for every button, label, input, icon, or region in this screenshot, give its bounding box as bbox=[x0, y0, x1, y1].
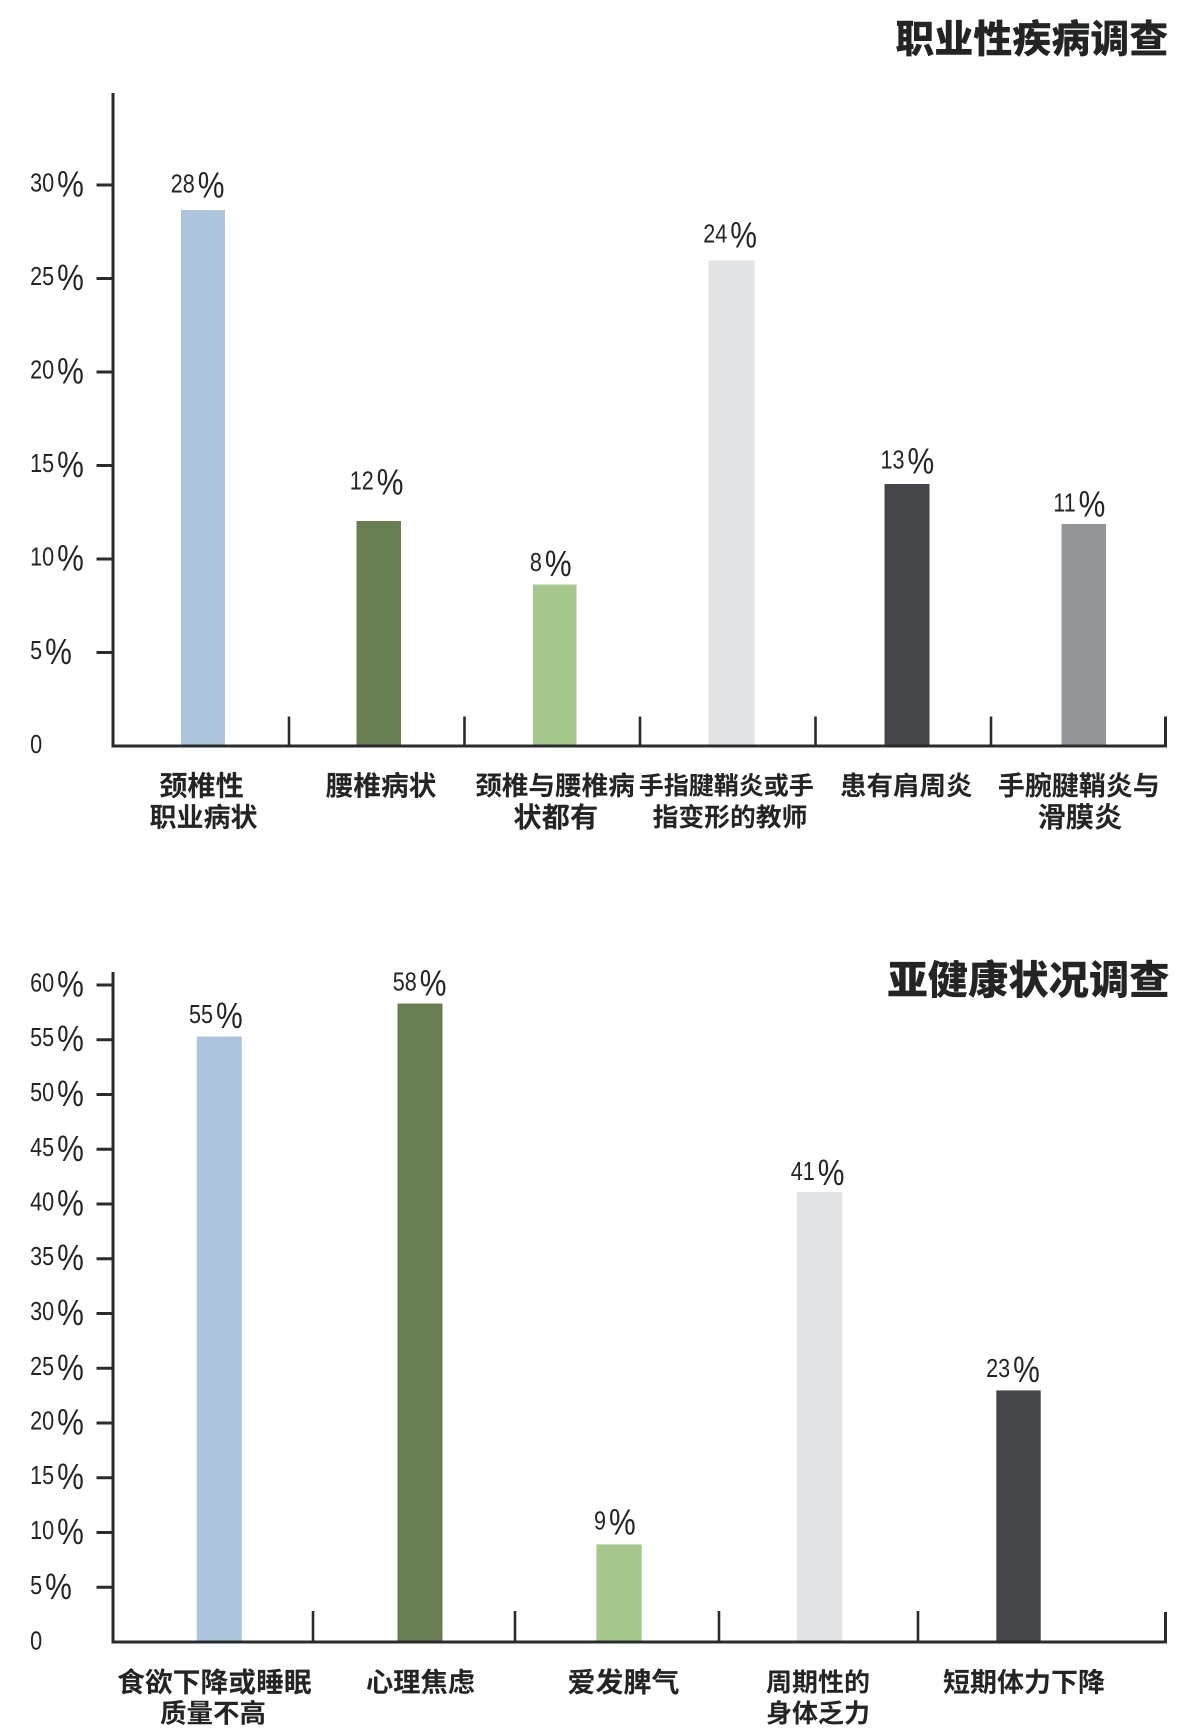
svg-text:20%: 20% bbox=[30, 352, 84, 392]
svg-text:40%: 40% bbox=[30, 1184, 84, 1224]
svg-text:35%: 35% bbox=[30, 1239, 84, 1279]
svg-text:23%: 23% bbox=[986, 1350, 1040, 1390]
svg-text:41%: 41% bbox=[791, 1153, 845, 1193]
svg-text:13%: 13% bbox=[881, 442, 935, 482]
svg-text:10%: 10% bbox=[30, 1512, 84, 1552]
svg-text:24%: 24% bbox=[703, 216, 757, 256]
svg-text:28%: 28% bbox=[171, 166, 225, 206]
svg-text:10%: 10% bbox=[30, 539, 84, 579]
svg-text:25%: 25% bbox=[30, 258, 84, 298]
svg-text:8%: 8% bbox=[530, 544, 572, 584]
svg-text:15%: 15% bbox=[30, 1458, 84, 1498]
svg-text:30%: 30% bbox=[30, 1293, 84, 1333]
svg-text:0: 0 bbox=[30, 1627, 42, 1656]
svg-text:45%: 45% bbox=[30, 1129, 84, 1169]
svg-text:9%: 9% bbox=[594, 1503, 636, 1543]
svg-text:5%: 5% bbox=[30, 1567, 72, 1607]
svg-text:15%: 15% bbox=[30, 445, 84, 485]
svg-text:55%: 55% bbox=[189, 996, 243, 1036]
svg-text:58%: 58% bbox=[393, 964, 447, 1004]
svg-text:20%: 20% bbox=[30, 1403, 84, 1443]
svg-text:30%: 30% bbox=[30, 165, 84, 205]
svg-text:11%: 11% bbox=[1053, 485, 1105, 525]
svg-text:12%: 12% bbox=[350, 463, 404, 503]
svg-text:50%: 50% bbox=[30, 1074, 84, 1114]
svg-text:5%: 5% bbox=[30, 632, 72, 672]
svg-text:25%: 25% bbox=[30, 1348, 84, 1388]
svg-text:55%: 55% bbox=[30, 1020, 84, 1060]
svg-text:60%: 60% bbox=[30, 965, 84, 1005]
svg-text:0: 0 bbox=[30, 730, 42, 759]
